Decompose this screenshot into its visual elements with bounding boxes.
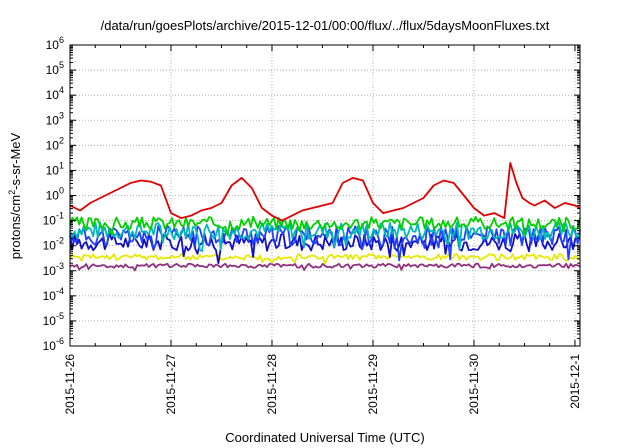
x-tick-label: 2015-11-29 (366, 354, 380, 415)
y-tick-label: 10-3 (43, 261, 64, 278)
series-line (69, 253, 581, 265)
x-axis-label: Coordinated Universal Time (UTC) (225, 430, 424, 445)
y-tick-label: 100 (46, 186, 64, 203)
y-axis-label: protons/cm2-s-sr-MeV (7, 132, 23, 259)
series-line (69, 161, 581, 222)
series-group (69, 161, 581, 272)
series-line (69, 215, 581, 237)
x-tick-label: 2015-11-30 (467, 354, 481, 415)
grid (70, 45, 580, 346)
y-tick-label: 101 (46, 160, 64, 177)
y-tick-label: 10-4 (43, 286, 64, 303)
y-tick-label: 103 (46, 110, 64, 127)
x-tick-label: 2015-11-27 (164, 354, 178, 415)
y-tick-label: 106 (46, 35, 64, 52)
x-axis: 2015-11-26 2015-11-27 2015-11-28 2015-11-29… (63, 45, 582, 415)
series-line (69, 224, 581, 262)
series-line (69, 262, 581, 272)
y-tick-label: 10-6 (43, 336, 64, 353)
x-tick-label: 2015-11-26 (63, 354, 77, 415)
y-tick-label: 10-1 (43, 211, 64, 228)
chart-title: /data/run/goesPlots/archive/2015-12-01/0… (101, 18, 550, 33)
series-line (69, 221, 581, 253)
y-tick-label: 102 (46, 135, 64, 152)
y-tick-label: 105 (46, 60, 64, 77)
y-tick-label: 10-5 (43, 311, 64, 328)
y-tick-label: 10-2 (43, 236, 64, 253)
y-tick-label: 104 (46, 85, 64, 102)
x-tick-label: 2015-11-28 (265, 354, 279, 415)
y-axis: 10-6 10-5 10-4 10-3 10-2 10-1 100 101 102 103 104 1… (43, 35, 580, 353)
x-tick-label: 2015-12-1 (568, 354, 582, 409)
